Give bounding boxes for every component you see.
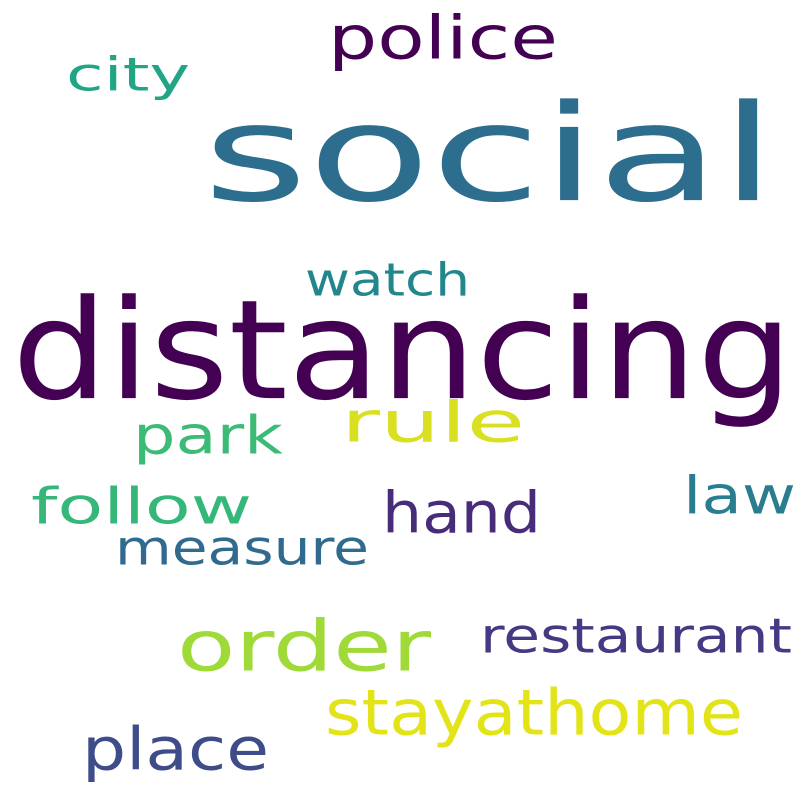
word-police: police [328,3,558,73]
word-social: social [203,76,776,233]
word-order: order [177,606,431,688]
word-distancing: distancing [12,270,794,432]
word-city: city [66,48,190,102]
word-law: law [683,465,796,526]
word-restaurant: restaurant [480,608,792,664]
word-place: place [82,714,269,784]
word-watch: watch [305,254,470,307]
word-park: park [133,405,283,467]
word-hand: hand [382,480,541,547]
word-measure: measure [115,520,369,576]
word-rule: rule [341,389,525,455]
word-stayathome: stayathome [325,676,743,750]
word-follow: follow [31,478,252,536]
